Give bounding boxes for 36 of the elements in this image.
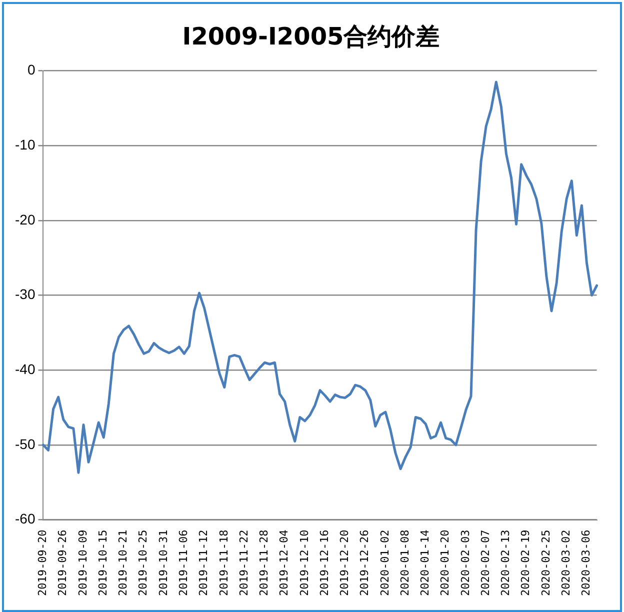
x-tick-label: 2019-12-20 xyxy=(338,530,352,596)
x-tick-label: 2019-10-21 xyxy=(116,530,130,596)
x-tick-label: 2020-02-03 xyxy=(458,530,472,596)
y-tick-label: -30 xyxy=(15,286,36,302)
x-tick-label: 2019-11-12 xyxy=(197,530,210,596)
x-tick-label: 2020-01-08 xyxy=(398,530,412,596)
x-tick-label: 2020-01-14 xyxy=(418,529,432,596)
x-tick-label: 2020-02-19 xyxy=(519,530,532,596)
x-tick-label: 2019-12-10 xyxy=(298,530,311,596)
x-tick-label: 2020-01-02 xyxy=(378,530,392,596)
y-tick-label: -20 xyxy=(15,211,36,228)
x-tick-label: 2020-02-25 xyxy=(539,530,552,596)
x-tick-label: 2019-12-16 xyxy=(318,530,331,596)
x-tick-label: 2019-11-18 xyxy=(217,530,230,596)
x-tick-label: 2019-12-26 xyxy=(358,530,372,596)
y-tick-label: 0 xyxy=(27,62,36,78)
y-tick-label: -40 xyxy=(15,360,36,377)
x-tick-label: 2019-10-15 xyxy=(96,530,110,596)
x-tick-label: 2020-03-02 xyxy=(559,530,572,596)
chart-title: I2009-I2005合约价差 xyxy=(182,22,440,51)
x-tick-label: 2019-10-25 xyxy=(136,530,150,596)
x-tick-label: 2020-02-07 xyxy=(478,530,492,596)
x-tick-label: 2020-03-06 xyxy=(580,530,593,596)
y-tick-label: -10 xyxy=(15,136,36,152)
x-tick-label: 2019-10-09 xyxy=(76,530,90,596)
x-tick-label: 2020-02-13 xyxy=(499,530,512,596)
x-tick-label: 2019-10-31 xyxy=(156,530,170,596)
x-tick-label: 2019-09-20 xyxy=(36,530,50,596)
y-tick-label: -50 xyxy=(15,436,36,452)
x-tick-label: 2020-01-20 xyxy=(438,530,452,596)
x-tick-label: 2019-11-28 xyxy=(258,530,271,596)
x-tick-label: 2019-09-26 xyxy=(56,530,70,596)
x-tick-label: 2019-11-22 xyxy=(237,530,250,596)
y-tick-label: -60 xyxy=(15,510,36,527)
x-tick-label: 2019-11-06 xyxy=(177,530,190,596)
x-tick-label: 2019-12-04 xyxy=(278,529,291,596)
